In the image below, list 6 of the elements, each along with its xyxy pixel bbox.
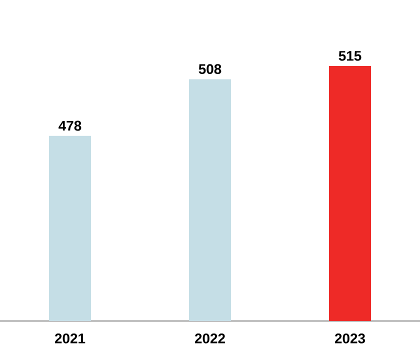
data-label: 478 (58, 120, 82, 131)
data-label: 508 (198, 64, 222, 74)
data-label: 515 (338, 51, 362, 61)
x-tick-label: 2022 (194, 334, 225, 344)
x-tick-label: 2021 (54, 334, 86, 344)
x-tick-label: 2023 (334, 334, 366, 344)
